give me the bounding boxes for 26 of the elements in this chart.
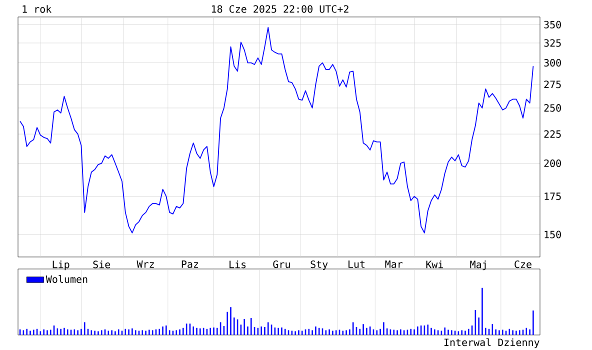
x-tick-label: Sie <box>93 260 110 268</box>
y-tick-label: 250 <box>544 104 561 112</box>
chart-title: 1 rok <box>22 5 52 13</box>
y-tick-label: 325 <box>544 39 561 47</box>
x-tick-label: Cze <box>514 260 532 268</box>
x-tick-label: Lis <box>230 260 246 268</box>
legend-label: Wolumen <box>46 275 88 283</box>
x-tick-label: Paz <box>182 260 198 268</box>
x-tick-label: Sty <box>310 260 328 270</box>
x-tick-label: Lip <box>52 260 70 270</box>
y-tick-label: 300 <box>544 59 561 67</box>
chart-subtitle: 18 Cze 2025 22:00 UTC+2 <box>212 5 348 13</box>
y-tick-label: 150 <box>544 230 561 238</box>
x-tick-label: Maj <box>470 260 486 270</box>
y-tick-label: 275 <box>544 80 561 88</box>
line-series <box>20 27 534 234</box>
y-tick-label: 175 <box>544 192 561 200</box>
x-tick-label: Mar <box>385 260 403 268</box>
x-tick-label: Kwi <box>426 260 443 268</box>
text: Interwal Dzienny <box>444 338 540 348</box>
x-tick-label: Wrz <box>136 260 154 268</box>
x-tick-label: Lut <box>348 260 365 268</box>
y-tick-label: 225 <box>544 130 561 138</box>
x-tick-label: Gru <box>273 260 290 268</box>
y-tick-label: 200 <box>544 159 561 168</box>
y-tick-label: 350 <box>544 20 561 28</box>
